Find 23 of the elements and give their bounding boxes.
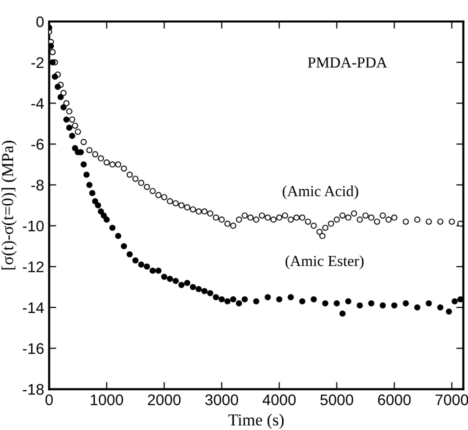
y-tick-label: -8 xyxy=(31,180,44,191)
y-tick-label: -2 xyxy=(31,57,44,68)
x-tick-label: 0 xyxy=(45,394,53,406)
x-tick-label: 5000 xyxy=(320,394,354,406)
y-tick-label: -6 xyxy=(31,138,44,150)
y-tick-label: -12 xyxy=(22,261,44,272)
y-tick-label: -4 xyxy=(31,98,44,109)
x-tick-label: 3000 xyxy=(205,394,238,406)
x-tick-label: 1000 xyxy=(90,394,124,406)
annotation: (Amic Ester) xyxy=(286,255,364,270)
x-tick-label: 2000 xyxy=(148,394,181,406)
y-tick-label: 0 xyxy=(36,16,44,28)
annotation: PMDA-PDA xyxy=(308,57,388,68)
x-tick-label: 7000 xyxy=(436,394,468,406)
y-axis-title: [σ(t)-σ(t=0)] (MPa) xyxy=(2,140,17,270)
y-tick-label: -16 xyxy=(22,343,44,354)
y-tick-label: -18 xyxy=(22,384,44,395)
y-tick-label: -10 xyxy=(22,220,44,232)
x-axis-title: Time (s) xyxy=(228,414,284,429)
annotation: (Amic Acid) xyxy=(282,186,358,200)
x-tick-label: 4000 xyxy=(262,394,296,406)
x-tick-label: 6000 xyxy=(378,394,411,406)
y-tick-label: -14 xyxy=(22,302,44,313)
